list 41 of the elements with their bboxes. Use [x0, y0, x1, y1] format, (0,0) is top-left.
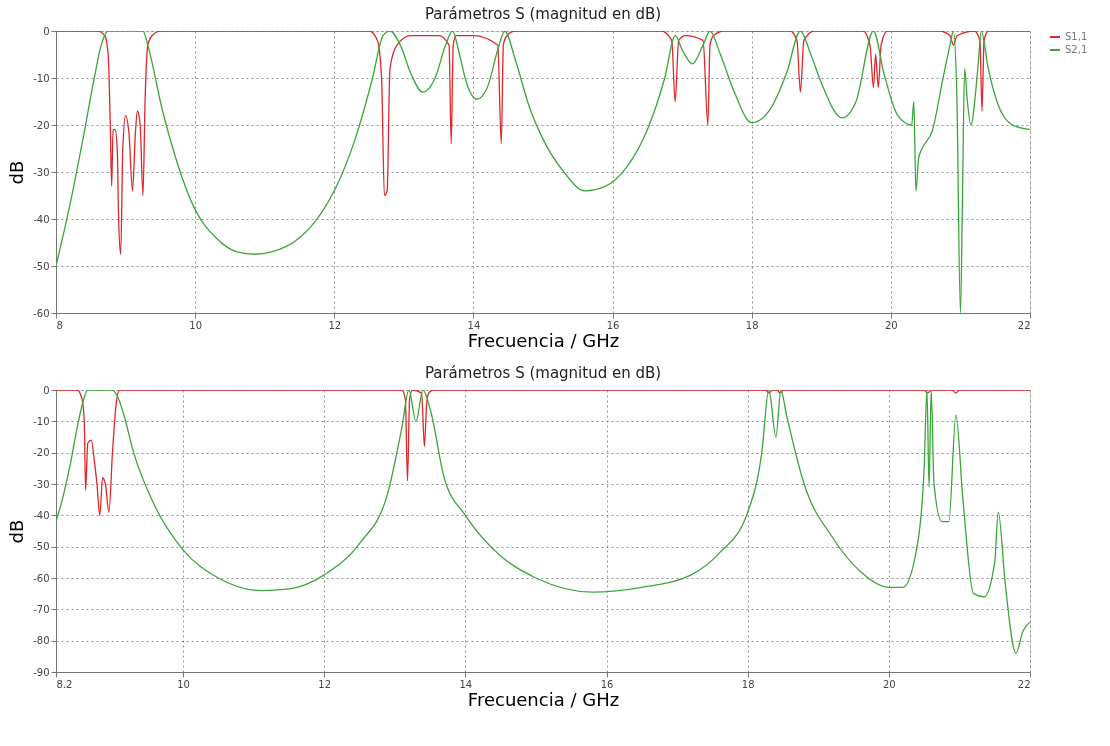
x-tick-label: 12: [328, 319, 342, 331]
y-tick-label: -10: [33, 72, 50, 84]
x-tick-label: 16: [600, 678, 614, 690]
x-tick-label: 12: [318, 678, 332, 690]
y-tick-label: -60: [33, 307, 50, 319]
y-tick-label: -60: [33, 572, 50, 584]
x-tick-label: 18: [741, 678, 755, 690]
x-tick-label: 20: [882, 678, 896, 690]
x-tick-label: 14: [467, 319, 481, 331]
y-tick-label: -80: [33, 635, 50, 647]
y-tick-label: -20: [33, 119, 50, 131]
y-tick-label: -10: [33, 415, 50, 427]
x-tick-label: 10: [189, 319, 203, 331]
y-tick-label: 0: [43, 384, 50, 396]
x-tick-label: 10: [177, 678, 190, 690]
chart-title: Parámetros S (magnitud en dB): [424, 5, 662, 23]
y-tick-label: -20: [33, 447, 50, 459]
y-tick-label: 0: [43, 25, 50, 37]
x-tick-label: 16: [606, 319, 620, 331]
x-tick-label: 22: [1017, 678, 1031, 690]
x-tick-label: 18: [745, 319, 759, 331]
y-tick-label: -30: [33, 478, 50, 490]
chart-title: Parámetros S (magnitud en dB): [424, 364, 662, 382]
y-tick-label: -50: [33, 541, 50, 553]
y-tick-label: -90: [33, 666, 50, 678]
x-axis-title: Frecuencia / GHz: [467, 688, 620, 710]
y-axis-title: dB: [6, 519, 28, 544]
x-tick-label: 14: [459, 678, 473, 690]
x-tick-label: 20: [884, 319, 898, 331]
x-axis-title: Frecuencia / GHz: [467, 329, 620, 351]
y-tick-label: -30: [33, 166, 50, 178]
x-tick-label: 8: [56, 319, 63, 331]
y-axis-title: dB: [6, 160, 28, 185]
y-tick-label: -40: [33, 509, 50, 521]
legend-label: S1,1: [1065, 31, 1088, 42]
legend-label: S2,1: [1065, 44, 1088, 55]
x-tick-label: 22: [1017, 319, 1031, 331]
x-tick-label: 8.2: [56, 678, 73, 690]
y-tick-label: -70: [33, 603, 50, 615]
y-tick-label: -40: [33, 213, 50, 225]
y-tick-label: -50: [33, 260, 50, 272]
